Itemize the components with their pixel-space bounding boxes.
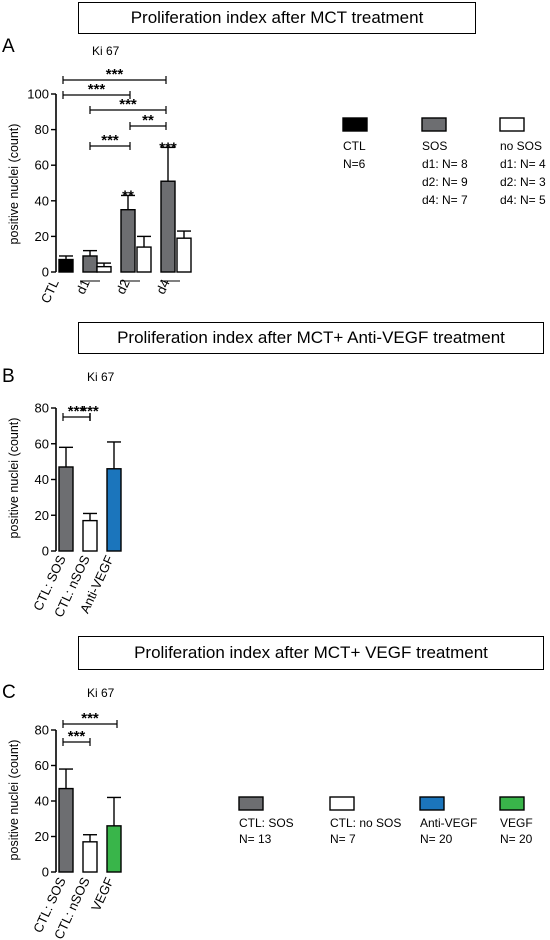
legend-count: d1: N= 8 — [422, 157, 468, 171]
bar-d4 — [176, 237, 192, 273]
legend-swatch — [342, 117, 368, 132]
legend-label: no SOS — [500, 139, 542, 153]
legend-count: N= 20 — [500, 832, 533, 846]
y-tick-label: 80 — [35, 401, 49, 416]
panel-b-letter: B — [2, 366, 15, 387]
bar-2 — [106, 468, 122, 552]
x-tick-label: VEGF — [88, 875, 117, 913]
y-axis-label: positive nuclei (count) — [7, 124, 21, 245]
y-axis-label: positive nuclei (count) — [7, 740, 21, 861]
panel-c-title: Proliferation index after MCT+ VEGF trea… — [78, 636, 544, 670]
legend-label: CTL: SOS — [239, 816, 294, 830]
y-axis-label: positive nuclei (count) — [7, 418, 21, 539]
sig-label: *** — [119, 96, 137, 113]
legend-count: d1: N= 4 — [500, 157, 546, 171]
y-tick-label: 60 — [35, 758, 49, 773]
sig-label: *** — [106, 66, 124, 83]
panel-a-subtitle: Ki 67 — [92, 44, 120, 58]
y-tick-label: 20 — [35, 829, 49, 844]
bar-d1 — [96, 265, 112, 273]
x-tick-label: CTL — [38, 277, 62, 306]
y-tick-label: 20 — [35, 229, 49, 244]
bar-ctl — [58, 258, 74, 273]
panel-c-subtitle: Ki 67 — [87, 686, 115, 700]
legend-count: d4: N= 7 — [422, 193, 468, 207]
y-tick-label: 60 — [35, 436, 49, 451]
bar-d4 — [160, 180, 176, 273]
sig-label: *** — [81, 710, 99, 727]
sig-label: *** — [88, 81, 106, 98]
bar-d2 — [120, 208, 136, 273]
sig-label: *** — [68, 728, 86, 745]
y-tick-label: 40 — [35, 472, 49, 487]
legend-count: N=6 — [343, 157, 366, 171]
y-tick-label: 0 — [42, 544, 49, 559]
legend-count: N= 20 — [420, 832, 453, 846]
panel-a-title: Proliferation index after MCT treatment — [78, 2, 476, 34]
panel-b-subtitle: Ki 67 — [87, 370, 115, 384]
bar-1 — [82, 519, 98, 552]
bar-0 — [58, 787, 74, 873]
y-tick-label: 0 — [42, 865, 49, 880]
bar-1 — [82, 841, 98, 873]
legend-swatch — [499, 796, 525, 811]
y-tick-label: 0 — [42, 265, 49, 280]
legend-swatch — [329, 796, 355, 811]
sig-label: ** — [142, 112, 154, 129]
x-tick-label: d2 — [113, 277, 133, 296]
bar-sig-label: ** — [122, 187, 134, 204]
legend-label: SOS — [422, 139, 447, 153]
legend-count: N= 7 — [330, 832, 356, 846]
sig-label: *** — [68, 403, 86, 420]
legend-swatch — [499, 117, 525, 132]
bar-d2 — [136, 246, 152, 273]
bar-sig-label: *** — [159, 139, 177, 156]
y-tick-label: 40 — [35, 794, 49, 809]
sig-label: *** — [101, 132, 119, 149]
legend-label: Anti-VEGF — [420, 816, 477, 830]
legend-label: CTL: no SOS — [330, 816, 401, 830]
y-tick-label: 80 — [35, 723, 49, 738]
legend-count: d2: N= 9 — [422, 175, 468, 189]
y-tick-label: 20 — [35, 508, 49, 523]
legend-count: d4: N= 5 — [500, 193, 546, 207]
y-tick-label: 60 — [35, 158, 49, 173]
legend-label: CTL — [343, 139, 366, 153]
bar-d1 — [82, 255, 98, 273]
panel-a-letter: A — [2, 36, 15, 57]
y-tick-label: 80 — [35, 122, 49, 137]
y-tick-label: 100 — [27, 87, 49, 102]
legend-count: d2: N= 3 — [500, 175, 546, 189]
panel-c-letter: C — [2, 682, 16, 703]
bar-0 — [58, 466, 74, 552]
legend-swatch — [421, 117, 447, 132]
legend-swatch — [419, 796, 445, 811]
legend-count: N= 13 — [239, 832, 272, 846]
legend-label: VEGF — [500, 816, 533, 830]
sig-label: *** — [81, 403, 99, 420]
y-tick-label: 40 — [35, 193, 49, 208]
bar-2 — [106, 825, 122, 873]
x-tick-label: d1 — [73, 277, 93, 296]
x-tick-label: d4 — [153, 277, 173, 296]
legend-swatch — [238, 796, 264, 811]
panel-b-title: Proliferation index after MCT+ Anti-VEGF… — [78, 322, 544, 354]
